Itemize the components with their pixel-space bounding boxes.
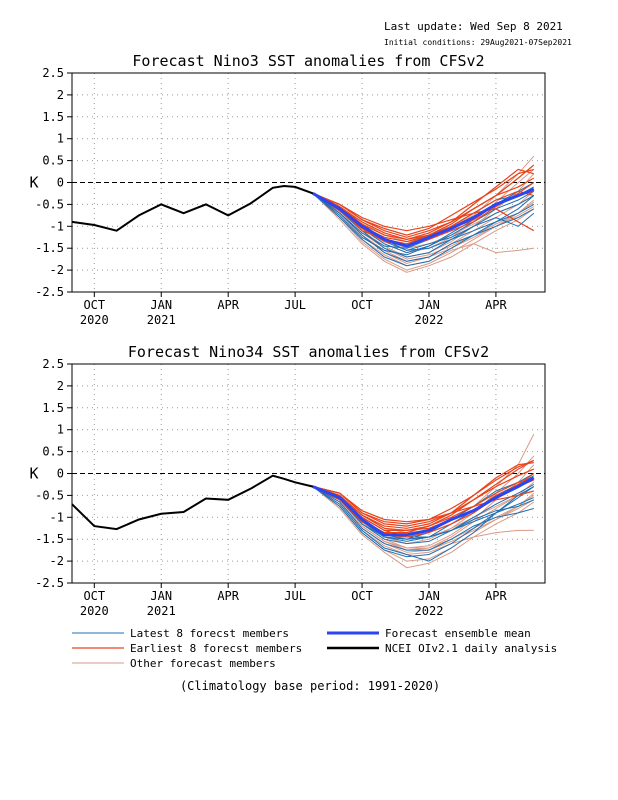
y-tick-label: 1.5 <box>42 401 64 415</box>
observed-analysis-line <box>71 184 314 232</box>
y-tick-label: -2 <box>50 554 64 568</box>
earliest-member-line <box>312 168 534 236</box>
earliest-member-line <box>312 168 534 241</box>
nino3-chart-panel: Forecast Nino3 SST anomalies from CFSv2 2… <box>29 52 546 327</box>
y-tick-label: -2.5 <box>35 285 64 299</box>
y-tick-label: -1.5 <box>35 532 64 546</box>
y-tick-label: 2 <box>57 88 64 102</box>
legend-obs-label: NCEI OIv2.1 daily analysis <box>385 642 557 655</box>
legend-other-label: Other forecast members <box>130 657 276 670</box>
y-tick-label: -1 <box>50 219 64 233</box>
y-tick-label: 2.5 <box>42 66 64 80</box>
y-tick-label: -2.5 <box>35 576 64 590</box>
x-tick-year: 2021 <box>147 604 176 618</box>
chart-title: Forecast Nino34 SST anomalies from CFSv2 <box>128 343 489 361</box>
y-tick-label: -2 <box>50 263 64 277</box>
x-tick-label: OCT <box>83 298 105 312</box>
latest-member-line <box>312 486 535 558</box>
latest-member-line <box>312 486 535 562</box>
x-tick-label: APR <box>485 589 507 603</box>
other-member-line <box>312 486 535 549</box>
x-tick-year: 2021 <box>147 313 176 327</box>
initial-conditions-text: Initial conditions: 29Aug2021-07Sep2021 <box>384 38 572 47</box>
x-tick-label: JUL <box>284 298 306 312</box>
ensemble-mean-line <box>312 476 535 537</box>
legend-mean-label: Forecast ensemble mean <box>385 627 531 640</box>
x-tick-year: 2020 <box>80 604 109 618</box>
x-tick-year: 2020 <box>80 313 109 327</box>
x-tick-year: 2022 <box>415 313 444 327</box>
chart-title: Forecast Nino3 SST anomalies from CFSv2 <box>132 52 484 70</box>
other-member-line <box>312 486 535 569</box>
x-tick-year: 2022 <box>415 604 444 618</box>
y-tick-label: 0 <box>57 176 64 190</box>
other-member-line <box>312 193 535 273</box>
x-tick-label: APR <box>485 298 507 312</box>
plot-frame <box>71 72 546 293</box>
y-tick-label: -1.5 <box>35 241 64 255</box>
x-tick-label: JAN <box>418 298 440 312</box>
plot-frame <box>71 363 546 584</box>
nino34-chart-panel: Forecast Nino34 SST anomalies from CFSv2… <box>29 343 546 618</box>
x-tick-label: JUL <box>284 589 306 603</box>
y-tick-label: -0.5 <box>35 197 64 211</box>
x-tick-label: OCT <box>83 589 105 603</box>
y-tick-label: 0.5 <box>42 154 64 168</box>
y-axis-label: K <box>29 174 38 192</box>
x-tick-label: OCT <box>351 589 373 603</box>
x-tick-label: APR <box>217 589 239 603</box>
latest-member-line <box>312 193 535 267</box>
legend-earliest-label: Earliest 8 forecst members <box>130 642 302 655</box>
y-tick-label: 1.5 <box>42 110 64 124</box>
observed-analysis-line <box>71 474 314 531</box>
x-tick-label: JAN <box>150 589 172 603</box>
ensemble-mean-line <box>312 187 535 248</box>
last-update-text: Last update: Wed Sep 8 2021 <box>384 20 563 33</box>
x-tick-label: JAN <box>150 298 172 312</box>
other-member-line <box>312 193 535 271</box>
legend-latest-label: Latest 8 forecst members <box>130 627 289 640</box>
legend: Latest 8 forecst members Earliest 8 fore… <box>72 627 557 670</box>
climatology-note: (Climatology base period: 1991-2020) <box>180 679 440 693</box>
earliest-member-line <box>312 192 535 232</box>
other-member-line <box>312 433 535 534</box>
latest-member-line <box>312 486 534 551</box>
y-tick-label: 2 <box>57 379 64 393</box>
y-axis-label: K <box>29 465 38 483</box>
latest-member-line <box>312 475 535 542</box>
y-tick-label: -0.5 <box>35 488 64 502</box>
y-tick-label: 1 <box>57 423 64 437</box>
latest-member-line <box>312 192 535 262</box>
y-tick-label: 1 <box>57 132 64 146</box>
y-tick-label: -1 <box>50 510 64 524</box>
y-tick-label: 2.5 <box>42 357 64 371</box>
earliest-member-line <box>312 459 535 525</box>
x-tick-label: OCT <box>351 298 373 312</box>
x-tick-label: JAN <box>418 589 440 603</box>
y-tick-label: 0.5 <box>42 445 64 459</box>
x-tick-label: APR <box>217 298 239 312</box>
y-tick-label: 0 <box>57 467 64 481</box>
